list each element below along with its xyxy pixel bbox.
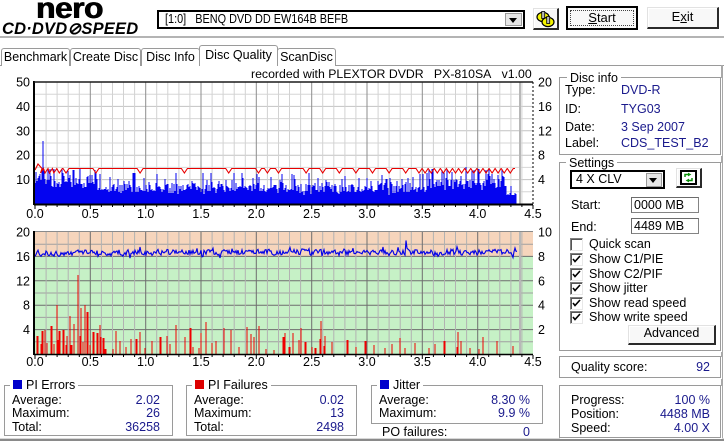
svg-text:4.5: 4.5	[524, 207, 541, 221]
svg-text:50: 50	[16, 76, 30, 90]
svg-text:20: 20	[538, 76, 552, 90]
svg-text:0.0: 0.0	[26, 355, 43, 369]
svg-text:12: 12	[538, 124, 552, 138]
svg-text:1.0: 1.0	[137, 207, 154, 221]
svg-text:2: 2	[538, 323, 545, 337]
svg-text:6: 6	[538, 274, 545, 288]
svg-text:20: 20	[16, 226, 30, 240]
svg-text:4: 4	[23, 323, 30, 337]
svg-text:2.5: 2.5	[303, 207, 320, 221]
svg-text:0.5: 0.5	[82, 355, 99, 369]
svg-text:3.0: 3.0	[358, 207, 375, 221]
svg-text:8: 8	[538, 149, 545, 163]
svg-text:16: 16	[16, 250, 30, 264]
svg-text:10: 10	[538, 226, 552, 240]
svg-text:2.5: 2.5	[303, 355, 320, 369]
svg-text:1.0: 1.0	[137, 355, 154, 369]
svg-text:20: 20	[16, 149, 30, 163]
svg-text:0.5: 0.5	[82, 207, 99, 221]
svg-text:2.0: 2.0	[248, 355, 265, 369]
svg-text:4.0: 4.0	[469, 207, 486, 221]
svg-text:12: 12	[16, 274, 30, 288]
svg-text:1.5: 1.5	[192, 355, 209, 369]
svg-text:3.5: 3.5	[414, 207, 431, 221]
svg-text:3.0: 3.0	[358, 355, 375, 369]
svg-text:4: 4	[538, 299, 545, 313]
svg-text:16: 16	[538, 100, 552, 114]
svg-text:3.5: 3.5	[414, 355, 431, 369]
svg-text:1.5: 1.5	[192, 207, 209, 221]
svg-text:0.0: 0.0	[26, 207, 43, 221]
svg-text:4: 4	[538, 173, 545, 187]
svg-text:40: 40	[16, 100, 30, 114]
svg-text:8: 8	[538, 250, 545, 264]
svg-text:30: 30	[16, 124, 30, 138]
svg-text:4.5: 4.5	[524, 355, 541, 369]
svg-text:2.0: 2.0	[248, 207, 265, 221]
svg-text:10: 10	[16, 173, 30, 187]
svg-text:4.0: 4.0	[469, 355, 486, 369]
svg-text:8: 8	[23, 299, 30, 313]
